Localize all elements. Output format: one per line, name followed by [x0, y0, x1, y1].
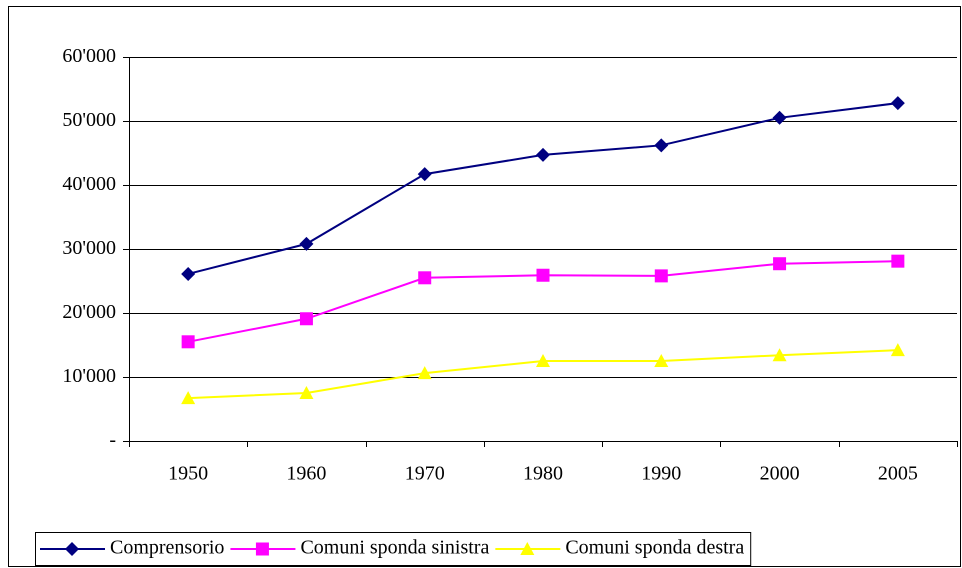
marker [65, 542, 79, 556]
marker [772, 348, 787, 362]
marker [772, 110, 787, 125]
marker [418, 271, 432, 285]
y-tick-label: 50'000 [62, 109, 116, 131]
marker [181, 266, 196, 281]
y-tick-label: 30'000 [62, 237, 116, 259]
marker [181, 391, 196, 405]
marker [299, 386, 314, 399]
marker [891, 254, 905, 268]
y-tick-label: 10'000 [62, 365, 116, 387]
marker [654, 138, 669, 153]
x-tick-label: 1980 [523, 463, 563, 485]
marker [255, 542, 269, 556]
legend-label: Comprensorio [110, 537, 224, 559]
chart-frame [8, 6, 961, 567]
y-tick-label: 60'000 [62, 45, 116, 67]
x-tick-label: 2005 [878, 463, 918, 485]
marker [536, 268, 550, 282]
marker [890, 343, 905, 357]
x-tick-label: 1950 [168, 463, 208, 485]
x-tick-label: 1970 [405, 463, 445, 485]
marker [520, 542, 535, 555]
x-tick-label: 2000 [760, 463, 800, 485]
y-tick-label: - [109, 429, 116, 451]
marker [773, 257, 787, 271]
marker [536, 147, 550, 162]
marker [417, 167, 432, 182]
marker [417, 366, 432, 380]
legend-label: Comuni sponda destra [565, 537, 744, 559]
marker [890, 96, 905, 111]
marker [536, 354, 550, 367]
y-tick-label: 40'000 [62, 173, 116, 195]
marker [181, 335, 195, 349]
y-tick-label: 20'000 [62, 301, 116, 323]
marker [299, 236, 314, 251]
marker [654, 269, 668, 283]
marker [299, 312, 313, 326]
legend-box [35, 532, 752, 566]
x-tick-label: 1990 [641, 463, 681, 485]
x-tick-label: 1960 [286, 463, 326, 485]
marker [654, 354, 669, 367]
legend: Comprensorio Comuni sponda sinistra Comuni… [35, 532, 752, 566]
legend-label: Comuni sponda sinistra [300, 537, 489, 559]
